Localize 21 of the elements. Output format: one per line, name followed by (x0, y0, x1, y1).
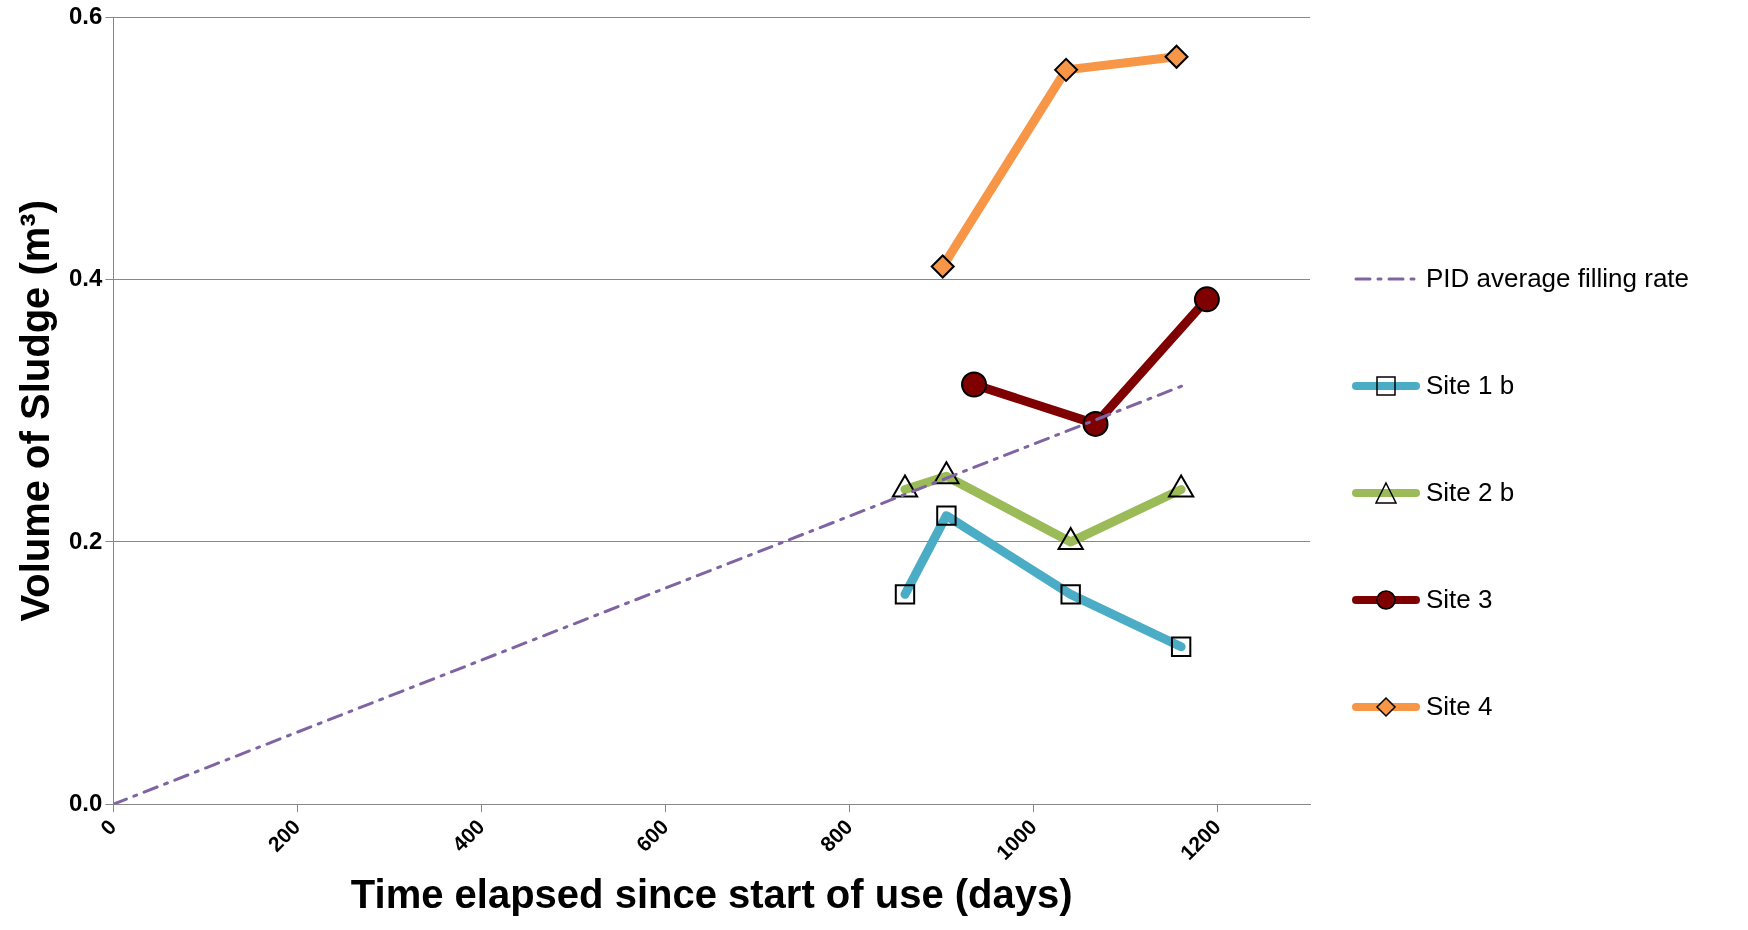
y-axis-title: Volume of Sludge (m³) (13, 200, 58, 622)
x-tick-label: 400 (447, 814, 489, 856)
x-tick-label: 600 (631, 814, 673, 856)
point (1193, 286, 1220, 313)
legend-label: Site 3 (1426, 584, 1493, 615)
x-tick-label: 200 (263, 814, 305, 856)
y-tick-label: 0.4 (68, 264, 103, 292)
y-tick-label: 0.6 (68, 2, 103, 30)
y-tick-label: 0.2 (68, 526, 103, 554)
legend-label: Site 4 (1426, 691, 1493, 722)
point (1054, 57, 1079, 82)
point (961, 371, 988, 398)
point (930, 254, 955, 279)
legend-label: PID average filling rate (1426, 263, 1690, 294)
y-tick-label: 0.0 (68, 788, 103, 816)
x-tick-label: 800 (815, 814, 857, 856)
x-axis-title: Time elapsed since start of use (days) (350, 872, 1073, 917)
x-tick-label: 0 (95, 814, 121, 840)
legend-label: Site 2 b (1426, 477, 1515, 508)
legend-label: Site 1 b (1426, 370, 1515, 401)
point (1164, 44, 1189, 69)
